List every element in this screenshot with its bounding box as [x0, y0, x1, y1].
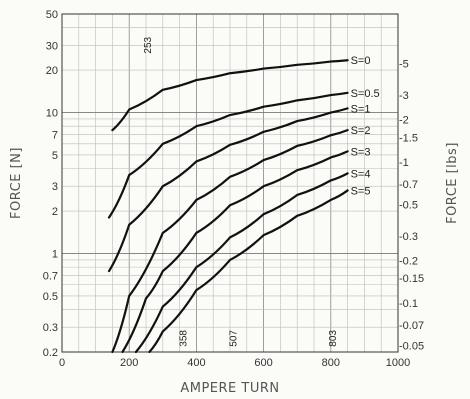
y-tick-label: 50	[46, 9, 58, 21]
x-tick-label: 600	[254, 357, 272, 369]
y-tick-label: 1	[52, 248, 58, 260]
x-tick-label: 800	[322, 357, 340, 369]
y2-tick-label: -1	[399, 157, 409, 169]
curve-label: S=5	[351, 185, 371, 197]
curve-s-0	[111, 59, 349, 132]
y2-tick-label: -0.2	[399, 256, 418, 268]
y2-tick-label: -0.5	[399, 200, 418, 212]
y-tick-label: 0.2	[43, 347, 58, 359]
y-tick-label: 5	[52, 150, 58, 162]
annotation-358: 358	[178, 330, 189, 347]
curve-label: S=1	[351, 103, 371, 115]
grid-lines	[61, 13, 399, 353]
y2-tick-label: -0.07	[399, 320, 424, 332]
curve-s-4	[134, 172, 349, 354]
curve-labels: S=0 S=0.5 S=1 S=2 S=3 S=4 S=5	[351, 55, 380, 197]
y-tick-label: 0.7	[43, 270, 58, 282]
annotation-253: 253	[143, 36, 154, 53]
curves	[107, 59, 349, 354]
y2-tick-label: -5	[399, 59, 409, 71]
annotation-507: 507	[228, 330, 239, 347]
y-tick-label: 30	[46, 40, 58, 52]
annotations: 253 358 507 803	[143, 36, 339, 346]
y-tick-label: 20	[46, 65, 58, 77]
y2-tick-label: -0.7	[399, 179, 418, 191]
annotation-803: 803	[328, 330, 339, 347]
y2-tick-label: -3	[399, 90, 409, 102]
y2-tick-label: -0.3	[399, 231, 418, 243]
curve-s-1	[107, 107, 349, 273]
curve-s-2	[111, 129, 349, 354]
x-tick-label: 400	[187, 357, 205, 369]
y2-tick-label: -0.1	[399, 298, 418, 310]
y-tick-label: 2	[52, 206, 58, 218]
curve-s-3	[121, 150, 349, 354]
curve-s-5	[148, 189, 349, 354]
curve-label: S=4	[351, 168, 371, 180]
x-tick-label: 1000	[386, 357, 410, 369]
y-tick-label: 0.5	[43, 291, 58, 303]
plot-frame	[61, 13, 399, 353]
y-tick-label: 7	[52, 129, 58, 141]
curve-label: S=3	[351, 146, 371, 158]
y2-axis-title: FORCE [lbs]	[445, 142, 460, 224]
x-tick-labels: 0 200 400 600 800 1000	[59, 357, 410, 369]
y-tick-label: 3	[52, 181, 58, 193]
y2-tick-label: -2	[399, 115, 409, 127]
curve-label: S=0	[351, 55, 371, 67]
x-tick-label: 0	[59, 357, 65, 369]
y-axis-title: FORCE [N]	[9, 147, 24, 219]
y-tick-label: 0.3	[43, 322, 58, 334]
y-tick-labels: 0.2 0.3 0.5 0.7 1 2 3 5 7 10 20 30 50	[43, 9, 58, 359]
x-tick-label: 200	[120, 357, 138, 369]
y2-tick-labels: -0.05 -0.07 -0.1 -0.15 -0.2 -0.3 -0.5 -0.7 -1 -1.…	[399, 59, 424, 353]
curve-label: S=0.5	[351, 88, 380, 100]
x-axis-title: AMPERE TURN	[180, 381, 279, 396]
y-tick-label: 10	[46, 108, 58, 120]
curve-label: S=2	[351, 125, 371, 137]
y2-tick-label: -1.5	[399, 132, 418, 144]
y2-tick-label: -0.05	[399, 340, 424, 352]
y2-tick-label: -0.15	[399, 273, 424, 285]
curve-s-0-5	[107, 91, 349, 219]
